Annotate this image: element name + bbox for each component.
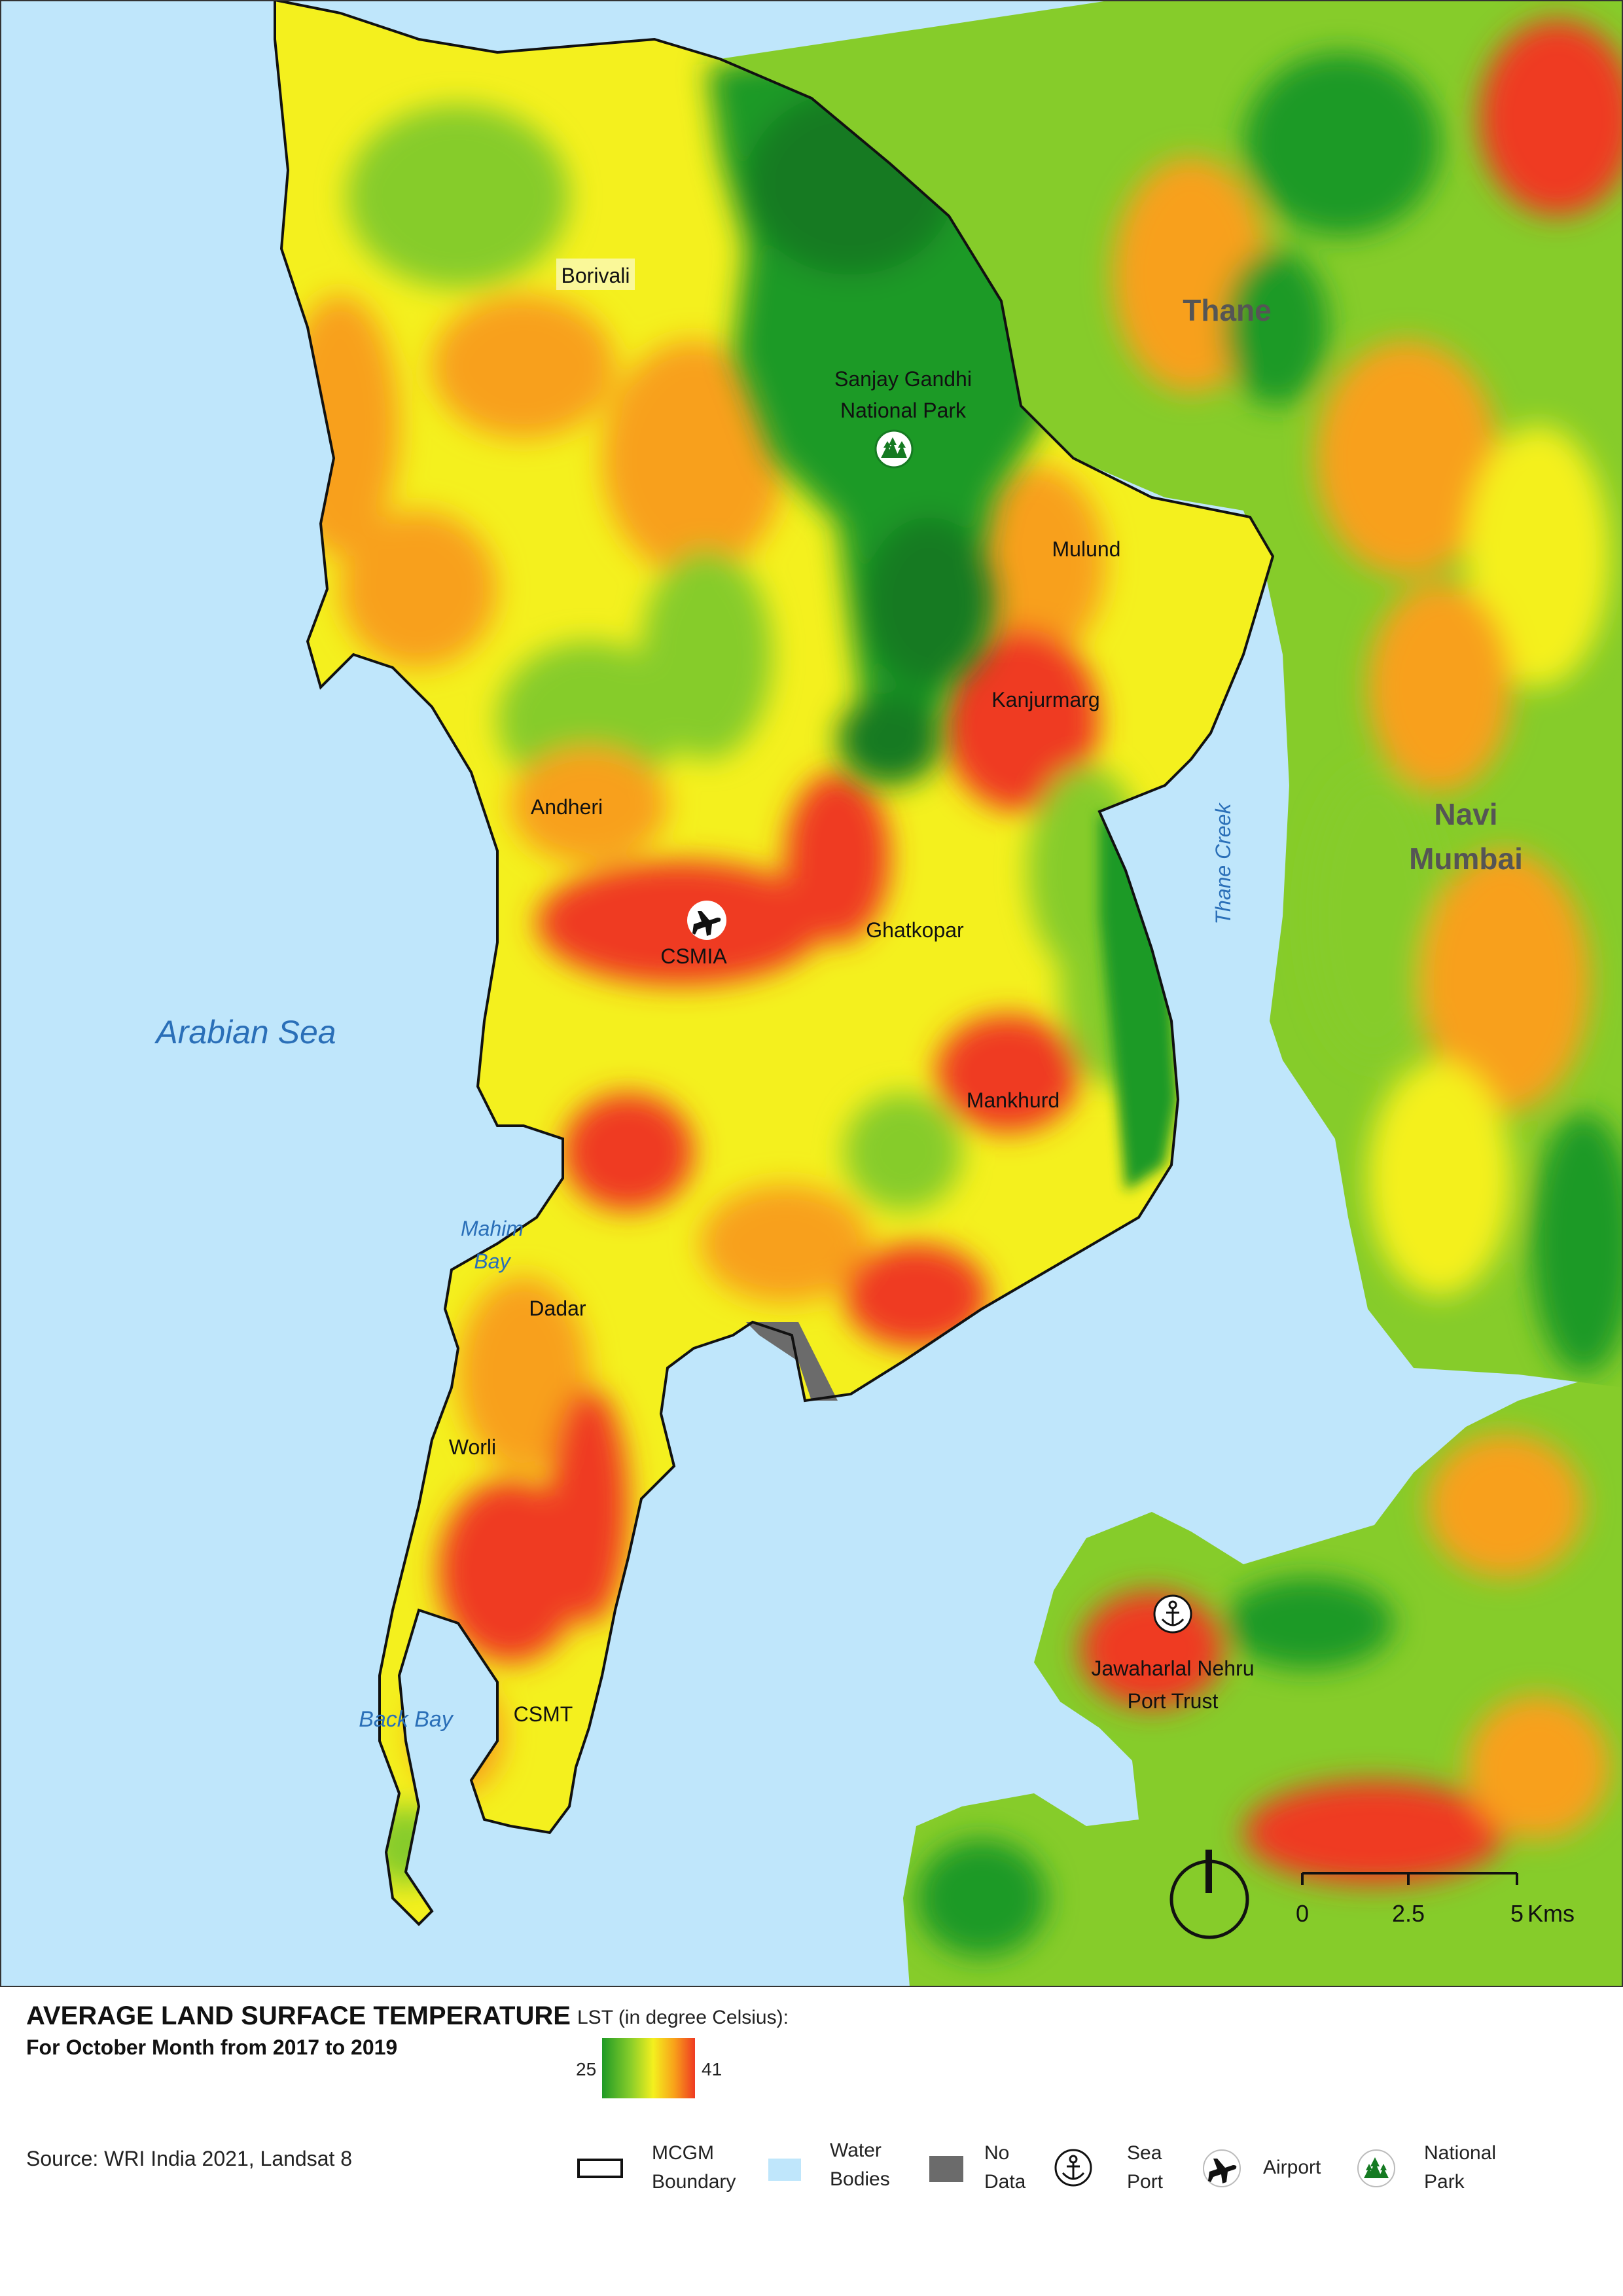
legend-item-boundary: MCGM Boundary [577,2139,747,2198]
scale-tick-2-5: 2.5 [1392,1900,1425,1927]
mainland-heat-texture [916,20,1623,1957]
legend-item-seaport: Sea Port [1054,2139,1185,2198]
sea-port-icon [1153,1594,1192,1634]
legend-item-water: Water Bodies [746,2139,903,2198]
north-arrow-icon [1169,1850,1249,1939]
label-dadar: Dadar [529,1297,586,1320]
legend-label-water: Water Bodies [830,2140,890,2190]
scale-bar: 0 2.5 5 Kms [1296,1872,1575,1927]
lst-max-label: 41 [702,2059,722,2079]
airport-icon [687,901,726,940]
legend-label-boundary: MCGM Boundary [652,2142,736,2193]
label-andheri: Andheri [531,795,603,819]
label-back-bay: Back Bay [359,1707,454,1732]
water-swatch [768,2159,801,2181]
legend-subtitle: For October Month from 2017 to 2019 [26,2036,398,2059]
source-note: Source: WRI India 2021, Landsat 8 [26,2147,353,2170]
park-legend-icon [1357,2149,1395,2187]
legend-label-park: National Park [1424,2142,1497,2193]
label-thane-creek: Thane Creek [1211,802,1235,925]
label-mahim-bay: Mahim Bay [461,1217,524,1273]
label-kanjurmarg: Kanjurmarg [991,688,1099,711]
scale-unit: Kms [1527,1900,1575,1927]
scale-tick-5: 5 [1510,1900,1524,1927]
legend-label-nodata: No Data [984,2142,1026,2193]
label-csmia: CSMIA [660,944,727,968]
svg-text:Borivali: Borivali [562,264,630,287]
lst-color-ramp [602,2038,695,2098]
label-thane: Thane [1183,293,1271,327]
label-ghatkopar: Ghatkopar [866,918,964,942]
legend-item-airport: Airport [1202,2139,1332,2198]
label-sgnp: Sanjay Gandhi National Park [834,367,972,422]
map-frame [0,0,1623,1987]
legend-label-seaport: Sea Port [1127,2142,1164,2193]
map-canvas: Borivali Sanjay Gandhi National Park Than… [0,0,1623,1987]
lst-scale-label: LST (in degree Celsius): [577,2007,789,2028]
lst-min-label: 25 [576,2059,597,2079]
label-mulund: Mulund [1052,537,1121,561]
place-labels: Borivali Sanjay Gandhi National Park Than… [154,259,1523,1732]
legend-label-airport: Airport [1263,2157,1321,2178]
label-borivali: Borivali [556,259,635,290]
sea-port-legend-icon [1054,2149,1092,2187]
park-icon [874,429,914,469]
label-csmt: CSMT [514,1702,573,1726]
legend-item-nodata: No Data [916,2139,1047,2198]
airport-legend-icon [1203,2149,1241,2187]
legend-item-park: National Park [1356,2139,1513,2198]
boundary-swatch [577,2159,623,2178]
scale-tick-0: 0 [1296,1900,1309,1927]
label-mankhurd: Mankhurd [967,1088,1060,1112]
label-navi-mumbai: Navi Mumbai [1409,797,1523,876]
nodata-swatch [929,2156,963,2182]
legend-title: AVERAGE LAND SURFACE TEMPERATURE [26,2001,571,2030]
label-arabian-sea: Arabian Sea [154,1014,336,1050]
no-data-patch [746,1322,838,1401]
label-worli: Worli [449,1435,496,1459]
label-jnpt: Jawaharlal Nehru Port Trust [1091,1657,1254,1713]
